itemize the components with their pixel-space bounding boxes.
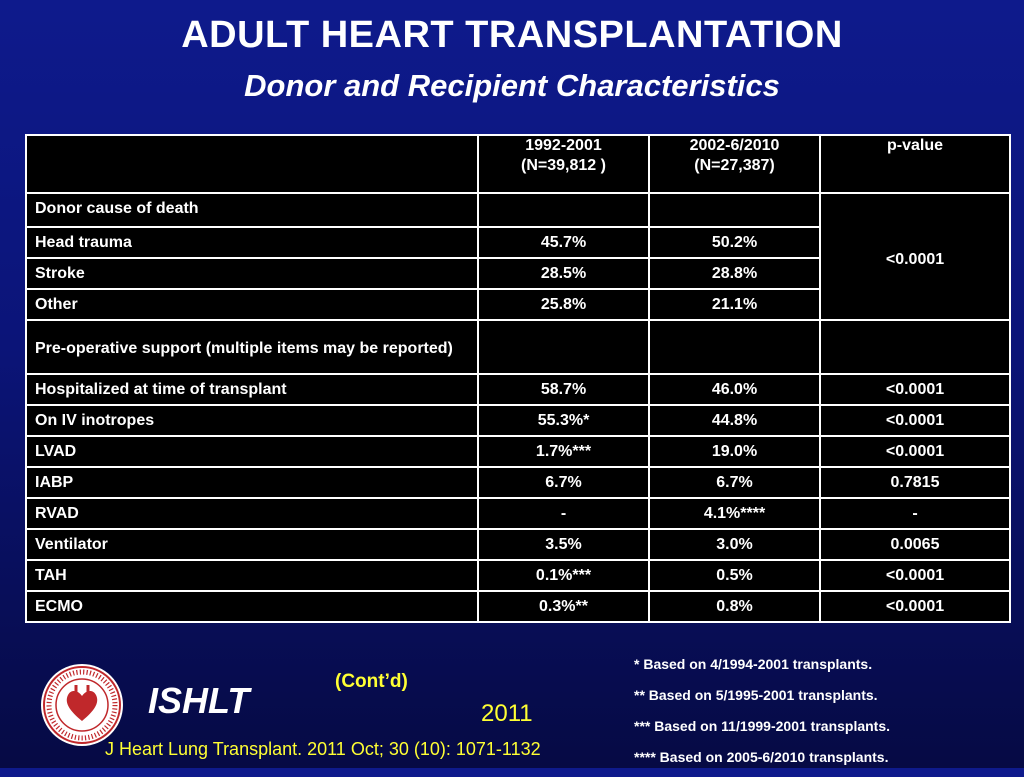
characteristics-table: 1992-2001 (N=39,812 ) 2002-6/2010 (N=27,38…: [25, 134, 1011, 623]
value-period-1: 55.3%*: [477, 404, 650, 437]
empty-cell: [477, 192, 650, 228]
footnote: *** Based on 11/1999-2001 transplants.: [634, 718, 891, 734]
row-label: LVAD: [25, 435, 479, 468]
value-period-2: 0.5%: [648, 559, 821, 592]
header-period-1: 1992-2001 (N=39,812 ): [477, 134, 650, 194]
table-row: Ventilator 3.5% 3.0% 0.0065: [25, 528, 1011, 561]
p-value: <0.0001: [819, 590, 1011, 623]
header-blank-cell: [25, 134, 479, 194]
year-label: 2011: [481, 700, 533, 727]
empty-cell: [477, 319, 650, 375]
row-label: Stroke: [25, 257, 479, 290]
row-label: TAH: [25, 559, 479, 592]
p-value: <0.0001: [819, 559, 1011, 592]
table-row: RVAD - 4.1%**** -: [25, 497, 1011, 530]
value-period-1: 0.1%***: [477, 559, 650, 592]
value-period-2: 19.0%: [648, 435, 821, 468]
value-period-1: 1.7%***: [477, 435, 650, 468]
footnote: **** Based on 2005-6/2010 transplants.: [634, 749, 889, 765]
table-row: Donor cause of death <0.0001: [25, 192, 1011, 321]
row-label: RVAD: [25, 497, 479, 530]
value-period-1: 45.7%: [477, 226, 650, 259]
value-period-1: 6.7%: [477, 466, 650, 499]
value-period-1: -: [477, 497, 650, 530]
header-period-2: 2002-6/2010 (N=27,387): [648, 134, 821, 194]
p-value: <0.0001: [819, 404, 1011, 437]
table-row: On IV inotropes 55.3%* 44.8% <0.0001: [25, 404, 1011, 437]
ishlt-seal-icon: [40, 663, 124, 747]
p-value: 0.0065: [819, 528, 1011, 561]
value-period-2: 50.2%: [648, 226, 821, 259]
row-label: IABP: [25, 466, 479, 499]
table-header-row: 1992-2001 (N=39,812 ) 2002-6/2010 (N=27,38…: [25, 134, 1011, 194]
value-period-1: 28.5%: [477, 257, 650, 290]
footnote: * Based on 4/1994-2001 transplants.: [634, 656, 873, 672]
footnotes: * Based on 4/1994-2001 transplants. ** B…: [634, 653, 890, 777]
p-value: 0.7815: [819, 466, 1011, 499]
footnote: ** Based on 5/1995-2001 transplants.: [634, 687, 878, 703]
table-row: Pre-operative support (multiple items ma…: [25, 319, 1011, 375]
ishlt-brand: ISHLT: [148, 680, 250, 721]
p-value: <0.0001: [819, 373, 1011, 406]
row-label: Hospitalized at time of transplant: [25, 373, 479, 406]
table-row: IABP 6.7% 6.7% 0.7815: [25, 466, 1011, 499]
row-label: Head trauma: [25, 226, 479, 259]
value-period-2: 4.1%****: [648, 497, 821, 530]
row-label: On IV inotropes: [25, 404, 479, 437]
value-period-1: 0.3%**: [477, 590, 650, 623]
table-row: Hospitalized at time of transplant 58.7%…: [25, 373, 1011, 406]
row-label: Ventilator: [25, 528, 479, 561]
row-label: ECMO: [25, 590, 479, 623]
slide-title: ADULT HEART TRANSPLANTATION: [181, 14, 843, 56]
slide-subtitle: Donor and Recipient Characteristics: [244, 68, 780, 103]
p-value: -: [819, 497, 1011, 530]
row-label: Other: [25, 288, 479, 321]
value-period-2: 21.1%: [648, 288, 821, 321]
group-p-value: <0.0001: [819, 192, 1011, 321]
section-label: Pre-operative support (multiple items ma…: [25, 319, 479, 375]
citation: J Heart Lung Transplant. 2011 Oct; 30 (1…: [105, 739, 541, 759]
table-row: LVAD 1.7%*** 19.0% <0.0001: [25, 435, 1011, 468]
value-period-1: 25.8%: [477, 288, 650, 321]
table-row: Stroke 28.5% 28.8%: [25, 257, 1010, 290]
table-row: TAH 0.1%*** 0.5% <0.0001: [25, 559, 1011, 592]
table-row: Other 25.8% 21.1%: [25, 288, 1010, 321]
value-period-2: 28.8%: [648, 257, 821, 290]
value-period-1: 58.7%: [477, 373, 650, 406]
value-period-2: 3.0%: [648, 528, 821, 561]
table-row: Head trauma 45.7% 50.2%: [25, 226, 1010, 259]
header-p-value: p-value: [819, 134, 1011, 194]
value-period-1: 3.5%: [477, 528, 650, 561]
empty-cell: [648, 319, 821, 375]
value-period-2: 6.7%: [648, 466, 821, 499]
value-period-2: 0.8%: [648, 590, 821, 623]
empty-cell: [819, 319, 1011, 375]
value-period-2: 44.8%: [648, 404, 821, 437]
empty-cell: [648, 192, 821, 228]
p-value: <0.0001: [819, 435, 1011, 468]
table-row: ECMO 0.3%** 0.8% <0.0001: [25, 590, 1011, 623]
continued-label: (Cont’d): [335, 671, 408, 692]
value-period-2: 46.0%: [648, 373, 821, 406]
section-label: Donor cause of death: [25, 192, 479, 228]
